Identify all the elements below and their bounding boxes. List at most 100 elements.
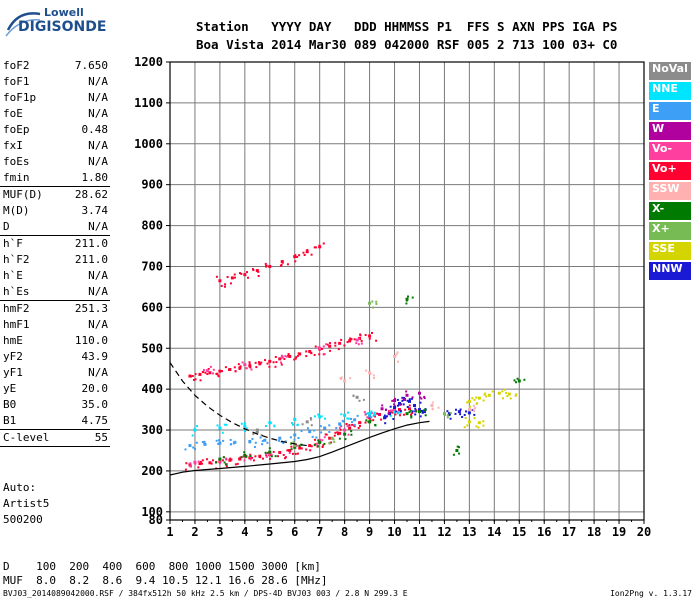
echo-point	[383, 417, 386, 420]
echo-point	[290, 448, 293, 451]
param-value: 0.48	[81, 123, 109, 136]
echo-point	[291, 452, 294, 455]
echo-point	[406, 399, 409, 402]
echo-point	[308, 350, 312, 354]
param-row: C-level 55	[0, 430, 112, 446]
echo-point	[391, 411, 394, 414]
echo-point	[323, 442, 326, 445]
echo-point	[378, 413, 381, 416]
x-tick-label: 4	[241, 525, 248, 539]
autoscale-label: Auto:	[3, 481, 37, 494]
x-tick-label: 15	[512, 525, 526, 539]
echo-point	[501, 397, 504, 400]
echo-point	[293, 417, 297, 421]
echo-point	[268, 365, 271, 368]
echo-point	[405, 297, 409, 301]
echo-point	[515, 393, 518, 396]
echo-point	[210, 462, 213, 465]
echo-point	[338, 437, 341, 440]
echo-point	[405, 299, 408, 302]
echo-point	[320, 431, 323, 434]
echo-point	[214, 461, 217, 464]
echo-point	[419, 415, 422, 418]
param-row: B1 4.75	[0, 413, 112, 429]
param-value: 20.0	[81, 382, 109, 395]
echo-point	[206, 373, 209, 376]
x-tick-label: 18	[587, 525, 601, 539]
echo-point	[293, 358, 296, 361]
echo-point	[249, 455, 252, 458]
echo-point	[472, 410, 475, 413]
echo-point	[238, 366, 242, 370]
echo-point	[334, 431, 337, 434]
echo-point	[221, 431, 224, 434]
echo-point	[310, 424, 313, 427]
echo-point	[202, 368, 205, 371]
echo-point	[472, 404, 475, 407]
echo-point	[274, 455, 277, 458]
echo-point	[255, 431, 258, 434]
echo-point	[193, 448, 196, 451]
y-tick-label: 100	[141, 505, 163, 519]
echo-point	[243, 453, 247, 457]
echo-point	[396, 398, 399, 401]
echo-point	[353, 425, 356, 428]
param-row: hmE 110.0	[0, 333, 112, 349]
echo-point	[193, 429, 196, 432]
echo-point	[392, 417, 395, 420]
echo-point	[393, 399, 397, 403]
echo-point	[400, 403, 403, 406]
echo-point	[372, 414, 375, 417]
echo-point	[284, 440, 287, 443]
echo-point	[324, 417, 327, 420]
echo-point	[240, 272, 243, 275]
echo-point	[408, 404, 411, 407]
echo-point	[408, 411, 411, 414]
echo-point	[417, 408, 421, 412]
echo-point	[384, 408, 387, 411]
param-label: B1	[3, 414, 17, 427]
echo-point	[314, 246, 317, 249]
echo-point	[410, 415, 413, 418]
echo-point	[314, 345, 317, 348]
echo-point	[501, 390, 504, 393]
param-separator	[0, 186, 110, 187]
echo-point	[339, 424, 342, 427]
echo-point	[325, 343, 328, 346]
echo-point	[315, 436, 318, 439]
echo-point	[280, 260, 284, 264]
echo-point	[221, 370, 224, 373]
param-separator	[0, 235, 110, 236]
echo-point	[238, 457, 241, 460]
param-label: h`Es	[3, 285, 30, 298]
echo-point	[268, 447, 271, 450]
echo-point	[261, 457, 264, 460]
echo-point	[454, 412, 457, 415]
echo-point	[232, 442, 235, 445]
echo-point	[264, 451, 267, 454]
echo-point	[365, 369, 368, 372]
echo-point	[225, 465, 228, 468]
echo-point	[411, 396, 414, 399]
echo-point	[415, 410, 418, 413]
echo-point	[223, 423, 226, 426]
echo-point	[355, 395, 359, 399]
echo-point	[368, 371, 372, 375]
echo-point	[294, 260, 297, 263]
y-tick-label: 1100	[134, 96, 163, 110]
echo-point	[346, 417, 349, 420]
source-file-info: BVJ03_2014089042000.RSF / 384fx512h 50 k…	[3, 589, 408, 598]
echo-point	[241, 361, 244, 364]
param-row: h`E N/A	[0, 268, 112, 284]
distance-row: D 100 200 400 600 800 1000 1500 3000 [km…	[3, 560, 321, 573]
echo-point	[497, 391, 501, 395]
echo-point	[206, 458, 209, 461]
echo-point	[463, 413, 466, 416]
echo-point	[456, 445, 459, 448]
echo-point	[288, 354, 292, 358]
echo-point	[387, 412, 390, 415]
echo-point	[336, 433, 339, 436]
echo-point	[437, 406, 440, 409]
echo-point	[243, 459, 246, 462]
echo-point	[353, 418, 357, 422]
